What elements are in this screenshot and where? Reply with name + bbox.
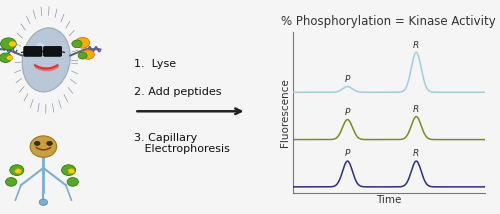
Circle shape <box>47 141 52 146</box>
Circle shape <box>9 41 16 47</box>
Text: R: R <box>413 150 420 159</box>
Text: 1.  Lyse: 1. Lyse <box>134 59 176 69</box>
Circle shape <box>0 53 12 62</box>
Circle shape <box>68 169 75 174</box>
Circle shape <box>76 37 90 48</box>
Circle shape <box>6 178 17 186</box>
Y-axis label: Fluorescence: Fluorescence <box>280 78 289 147</box>
Circle shape <box>0 38 16 50</box>
Text: R: R <box>413 41 420 50</box>
Circle shape <box>15 169 22 174</box>
Circle shape <box>72 40 82 48</box>
Circle shape <box>62 165 76 175</box>
Ellipse shape <box>35 43 46 56</box>
Circle shape <box>10 165 24 175</box>
Text: P: P <box>345 150 350 159</box>
Text: P: P <box>345 75 350 84</box>
Circle shape <box>67 178 78 186</box>
Ellipse shape <box>22 28 70 92</box>
FancyBboxPatch shape <box>44 46 62 56</box>
X-axis label: Time: Time <box>376 195 402 205</box>
Text: R: R <box>413 105 420 114</box>
Text: 2. Add peptides: 2. Add peptides <box>134 87 222 97</box>
Circle shape <box>39 199 48 205</box>
Title: % Phosphorylation = Kinase Activity: % Phosphorylation = Kinase Activity <box>282 15 496 28</box>
Text: 3. Capillary
   Electrophoresis: 3. Capillary Electrophoresis <box>134 133 230 154</box>
FancyBboxPatch shape <box>24 46 42 56</box>
Text: P: P <box>345 108 350 117</box>
Circle shape <box>34 141 40 146</box>
Circle shape <box>6 55 13 60</box>
Circle shape <box>78 52 87 59</box>
Ellipse shape <box>30 136 56 157</box>
Circle shape <box>82 50 94 59</box>
